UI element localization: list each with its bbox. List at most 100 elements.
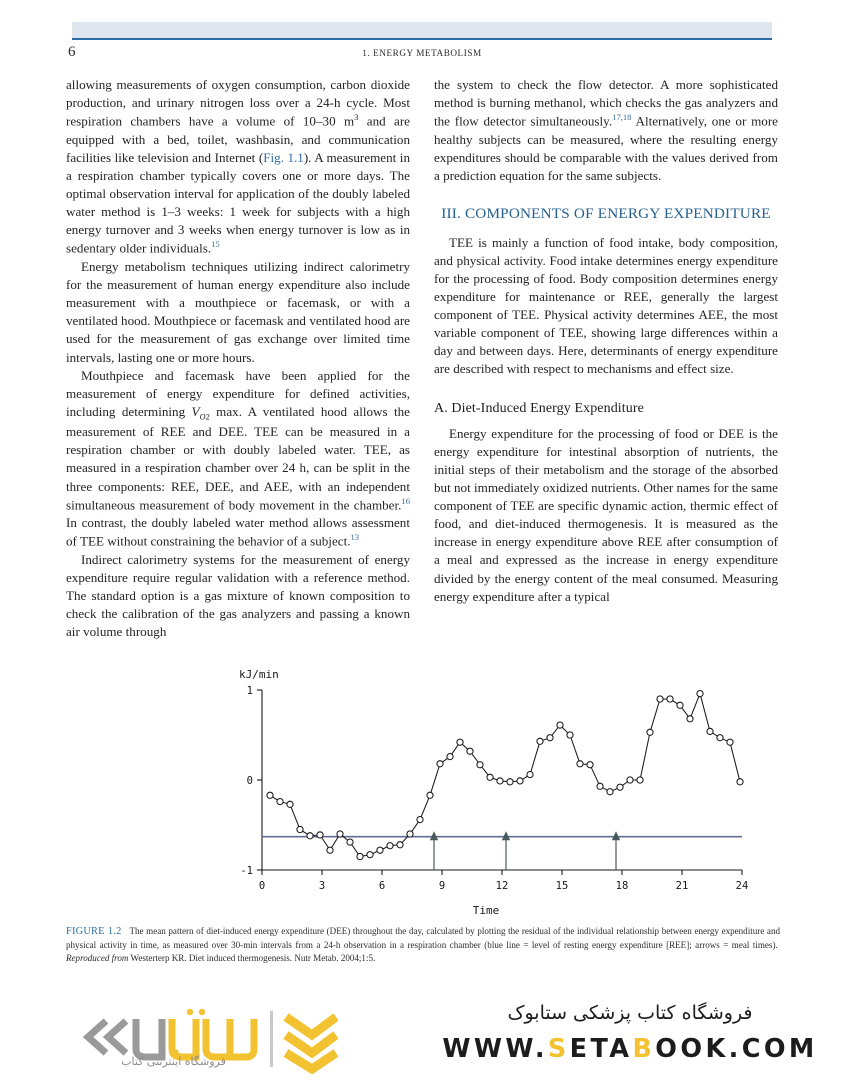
logo-divider [270,1011,273,1067]
url-part-3: OOK.COM [655,1033,818,1064]
data-point-marker [356,852,364,861]
data-point-marker [516,777,524,785]
paragraph-text: max. A ventilated hood allows the measur… [66,403,410,513]
x-axis-tick-label: 6 [379,880,385,892]
x-axis-tick-label: 12 [496,880,509,892]
data-point-marker [626,776,634,784]
logo-letter-yellow-3 [230,1019,258,1061]
reference-marker[interactable]: 17,18 [612,112,632,123]
x-axis-tick-label: 24 [736,880,749,892]
paragraph-text: allowing measurements of oxygen consumpt… [66,77,410,129]
paragraph: the system to check the flow detector. A… [434,76,778,185]
setabook-logo [82,1008,338,1075]
caption-text: The mean pattern of diet-induced energy … [66,926,780,951]
data-point-marker [686,715,694,723]
reference-marker[interactable]: 13 [350,532,360,543]
x-axis-tick-label: 18 [616,880,629,892]
figure-label: FIGURE 1.2 [66,926,122,937]
meal-arrow-head-0 [429,831,439,841]
y-axis-label: kJ/min [239,668,279,681]
data-point-marker [506,778,514,786]
logo-letter-grey [132,1019,166,1061]
data-point-marker [416,815,424,824]
logo-tagline: فروشگاه اینترنتی کتاب [121,1055,226,1068]
x-axis-tick-label: 21 [676,880,689,892]
data-point-marker [526,770,534,779]
right-column: the system to check the flow detector. A… [434,76,778,641]
figure-cross-reference-link[interactable]: Fig. 1.1 [263,149,304,165]
data-point-marker [536,737,544,745]
chevron-down-stack-icon [283,1013,338,1075]
data-point-marker [436,760,444,768]
data-point-marker [366,851,374,859]
reference-marker[interactable]: 16 [401,495,410,506]
x-axis-tick-label: 0 [259,880,265,892]
data-point-marker [576,760,584,768]
paragraph-text: In contrast, the doubly labeled water me… [66,515,410,549]
logo-letter-yellow-1 [168,1019,200,1061]
section-heading: III. COMPONENTS OF ENERGY EXPENDITURE [441,205,771,223]
data-point-marker [286,800,294,808]
data-point-marker [586,761,594,769]
data-point-marker [336,830,344,838]
data-point-marker [616,783,624,791]
url-part-2: ETA [569,1033,633,1064]
meal-arrow-head-2 [611,831,621,841]
reference-marker[interactable]: 15 [211,239,220,250]
header-rule [72,38,772,40]
logo-letter-yellow-2 [202,1019,234,1061]
url-part-1: WWW. [442,1033,548,1064]
url-letter-b: B [632,1033,656,1064]
page-number: 6 [68,44,76,60]
data-point-marker [706,727,714,736]
superscript-exponent: 3 [354,112,359,123]
dee-time-series-chart: kJ/min -1 0 1 0 3 6 9 12 15 18 21 24 Time [239,668,748,917]
data-point-marker [316,831,324,839]
url-letter-s: S [547,1033,570,1064]
data-point-marker [496,777,504,785]
paragraph: allowing measurements of oxygen consumpt… [66,76,410,258]
header-band [72,22,772,38]
data-point-marker [676,701,684,709]
footer-right-block: فروشگاه کتاب پزشکی ستابوک WWW.SETABOOK.C… [430,1001,830,1064]
data-point-marker [546,734,554,742]
data-point-marker [726,738,734,746]
paragraph: Mouthpiece and facemask have been applie… [66,367,410,551]
website-url[interactable]: WWW.SETABOOK.COM [430,1034,830,1064]
data-point-marker [326,846,334,854]
data-point-marker [636,776,644,784]
x-axis-tick-label: 9 [439,880,445,892]
paragraph: TEE is mainly a function of food intake,… [434,234,778,377]
data-point-marker [426,791,434,799]
meal-arrow-head-1 [501,831,511,841]
running-title: 1. ENERGY METABOLISM [362,48,482,58]
figure-1-2: kJ/min -1 0 1 0 3 6 9 12 15 18 21 24 Time [66,662,778,920]
plot-area: -1 0 1 0 3 6 9 12 15 18 21 24 [240,685,748,892]
logo-dot-3 [173,1049,179,1055]
subscript: O2 [200,413,210,422]
logo-dot-2 [198,1008,206,1016]
subsection-heading: A. Diet-Induced Energy Expenditure [434,400,644,416]
data-point-marker [306,832,314,840]
data-point-marker [346,838,354,846]
x-axis-tick-label: 15 [556,880,569,892]
data-point-marker [696,689,704,698]
data-point-marker [646,728,654,736]
paragraph-text: and are equipped with a bed, toilet, was… [66,113,410,165]
data-point-marker [606,788,614,796]
y-axis-tick-label: 0 [247,775,253,787]
data-point-marker [736,778,744,786]
x-axis-tick-label: 3 [319,880,325,892]
y-axis-tick-label: -1 [240,865,253,877]
paragraph-text: Alternatively, one or more healthy subje… [434,113,778,183]
data-point-marker [666,695,674,703]
logo-dot-1 [186,1008,194,1016]
data-point-marker [486,773,494,781]
chart-container: kJ/min -1 0 1 0 3 6 9 12 15 18 21 24 Time [66,662,778,920]
persian-tagline: فروشگاه کتاب پزشکی ستابوک [507,1002,753,1024]
data-point-marker [476,761,484,769]
paragraph-text: ). A measurement in a respiration chambe… [66,149,410,256]
paragraph: Energy expenditure for the processing of… [434,425,778,604]
chevron-left-icon [82,1018,129,1056]
